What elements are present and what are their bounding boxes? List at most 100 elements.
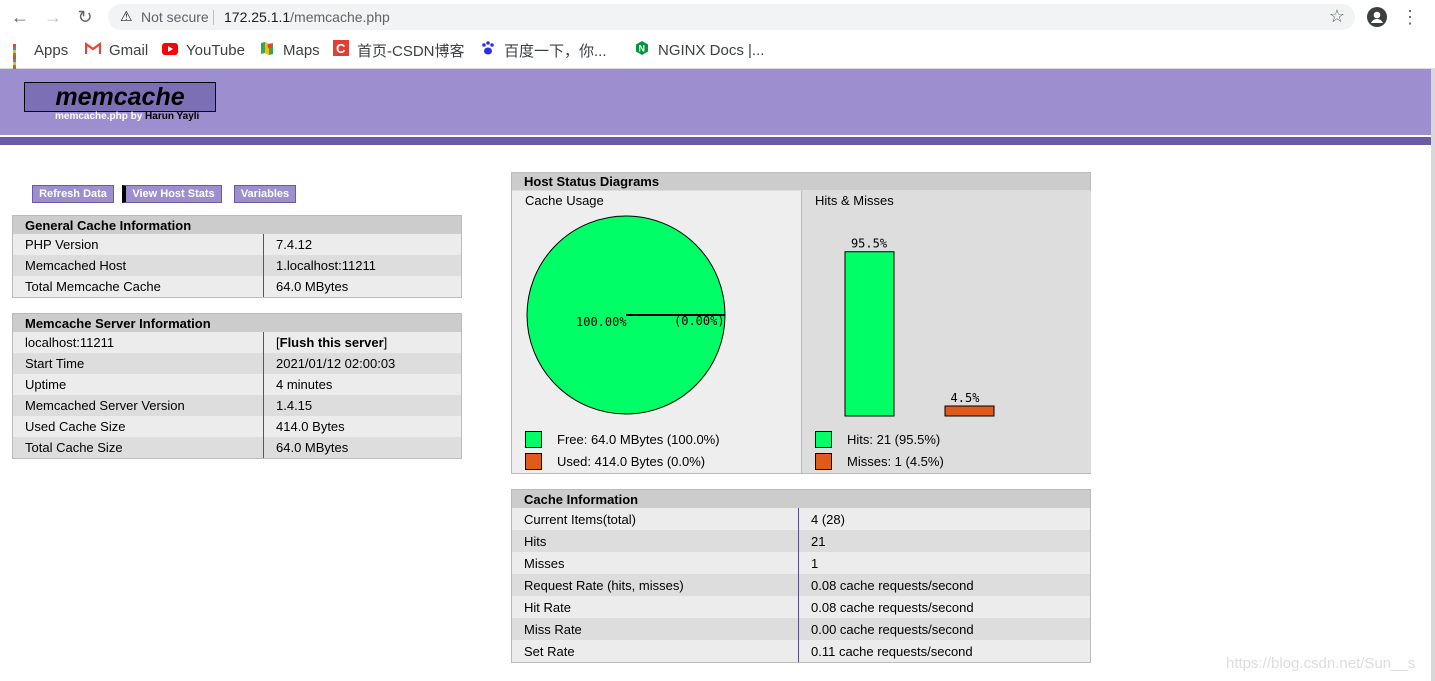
bookmark-apps[interactable]: Apps [13,40,69,71]
table-row: Memcached Server Version 1.4.15 [13,395,461,416]
url-host: 172.25.1.1 [224,9,291,25]
bookmark-baidu[interactable]: 百度一下，你... [480,40,607,60]
host-status-diagrams-panel: Host Status Diagrams Cache Usage 100.00%… [511,172,1091,474]
table-row: Current Items(total) 4 (28) [512,508,1090,530]
warning-icon[interactable]: ⚠ [120,8,133,24]
cache-usage-title: Cache Usage [525,193,604,208]
pie-used-label: (0.00%) [674,314,725,328]
general-cache-table: PHP Version 7.4.12 Memcached Host 1.loca… [13,234,461,297]
hits-misses-section: Hits & Misses 95.5% 4.5% Hits: 21 (95.5%… [801,191,1091,473]
row-value: 1 [798,552,1090,574]
row-key: Hits [512,530,799,552]
row-value: 2021/01/12 02:00:03 [263,353,461,374]
row-key: Hit Rate [512,596,799,618]
refresh-data-button[interactable]: Refresh Data [32,185,114,203]
server-info-panel: Memcache Server Information localhost:11… [12,313,462,459]
legend-hits-text: Hits: 21 (95.5%) [847,432,941,447]
legend-hits: Hits: 21 (95.5%) [815,431,940,448]
nginx-icon: N [634,40,650,60]
table-row: PHP Version 7.4.12 [13,234,461,255]
server-info-table: localhost:11211 [Flush this server] Star… [13,332,461,458]
row-key: Memcached Server Version [13,395,264,416]
row-value: 0.08 cache requests/second [798,596,1090,618]
bookmark-label: Maps [283,41,320,59]
row-value: 1.localhost:11211 [263,255,461,276]
table-row: Total Cache Size 64.0 MBytes [13,437,461,458]
bookmark-label: YouTube [186,41,245,59]
gmail-icon [84,41,102,59]
bookmark-youtube[interactable]: YouTube [162,40,245,60]
table-row: Miss Rate 0.00 cache requests/second [512,618,1090,640]
flush-server-link[interactable]: Flush this server [279,335,384,350]
server-host: localhost:11211 [13,332,264,353]
row-value: 21 [798,530,1090,552]
omnibox-divider [213,10,214,25]
cache-info-table: Current Items(total) 4 (28) Hits 21 Miss… [512,508,1090,662]
row-key: Misses [512,552,799,574]
row-value: 4 (28) [798,508,1090,530]
legend-swatch-hits [815,431,832,448]
browser-toolbar: ← → ↻ ⚠ Not secure 172.25.1.1/memcache.p… [0,0,1435,34]
back-arrow-icon[interactable]: ← [11,6,29,27]
legend-free: Free: 64.0 MBytes (100.0%) [525,431,720,448]
table-row: Hit Rate 0.08 cache requests/second [512,596,1090,618]
row-key: Used Cache Size [13,416,264,437]
csdn-icon: C [333,40,349,60]
variables-button[interactable]: Variables [234,185,296,203]
baidu-icon [480,40,496,60]
hits-misses-bar-chart: 95.5% 4.5% [844,237,995,417]
url-path: /memcache.php [290,9,390,25]
row-key: PHP Version [13,234,264,255]
panel-title: Cache Information [512,490,1090,508]
bookmark-gmail[interactable]: Gmail [84,40,148,60]
bookmark-label: Apps [34,41,69,59]
legend-swatch-misses [815,453,832,470]
bookmark-csdn[interactable]: C 首页-CSDN博客 [333,40,465,60]
bookmark-label: 百度一下，你... [504,42,607,60]
row-value: 64.0 MBytes [263,276,461,297]
table-row: Total Memcache Cache 64.0 MBytes [13,276,461,297]
bracket-close: ] [383,335,388,350]
flush-cell: [Flush this server] [263,332,461,353]
row-key: Memcached Host [13,255,264,276]
panel-title: General Cache Information [13,216,461,234]
table-row: Set Rate 0.11 cache requests/second [512,640,1090,662]
bookmark-star-icon[interactable]: ☆ [1328,6,1345,26]
bookmark-nginx[interactable]: N NGINX Docs |... [634,40,764,60]
table-row: Request Rate (hits, misses) 0.08 cache r… [512,574,1090,596]
page-scrollbar[interactable] [1431,69,1435,681]
pie-free-label: 100.00% [576,315,627,329]
row-key: Total Memcache Cache [13,276,264,297]
panel-title: Host Status Diagrams [512,173,1090,190]
account-icon[interactable] [1365,5,1389,29]
table-row: localhost:11211 [Flush this server] [13,332,461,353]
bookmark-maps[interactable]: Maps [259,40,320,60]
row-key: Set Rate [512,640,799,662]
bar-misses [944,405,995,417]
bar-misses-label: 4.5% [951,391,981,405]
panel-title: Memcache Server Information [13,314,461,332]
table-row: Used Cache Size 414.0 Bytes [13,416,461,437]
forward-arrow-icon[interactable]: → [44,6,62,27]
legend-swatch-free [525,431,542,448]
table-row: Memcached Host 1.localhost:11211 [13,255,461,276]
table-row: Start Time 2021/01/12 02:00:03 [13,353,461,374]
address-bar[interactable]: ⚠ Not secure 172.25.1.1/memcache.php ☆ [108,4,1355,30]
view-host-stats-button[interactable]: View Host Stats [122,185,222,203]
table-row: Misses 1 [512,552,1090,574]
row-value: 4 minutes [263,374,461,395]
svg-text:C: C [336,41,346,56]
row-value: 0.00 cache requests/second [798,618,1090,640]
row-key: Total Cache Size [13,437,264,458]
header-band [0,137,1431,145]
reload-icon[interactable]: ↻ [77,6,93,27]
cache-usage-pie-chart: 100.00% (0.00%) [526,215,726,415]
byline: memcache.php by Harun Yayli [55,111,199,122]
security-label[interactable]: Not secure [141,9,209,25]
url-text[interactable]: 172.25.1.1/memcache.php [224,9,390,25]
row-key: Miss Rate [512,618,799,640]
row-value: 414.0 Bytes [263,416,461,437]
more-menu-icon[interactable]: ⋮ [1401,6,1419,27]
watermark: https://blog.csdn.net/Sun__s [1226,655,1416,672]
logo-text: memcache [55,83,185,111]
